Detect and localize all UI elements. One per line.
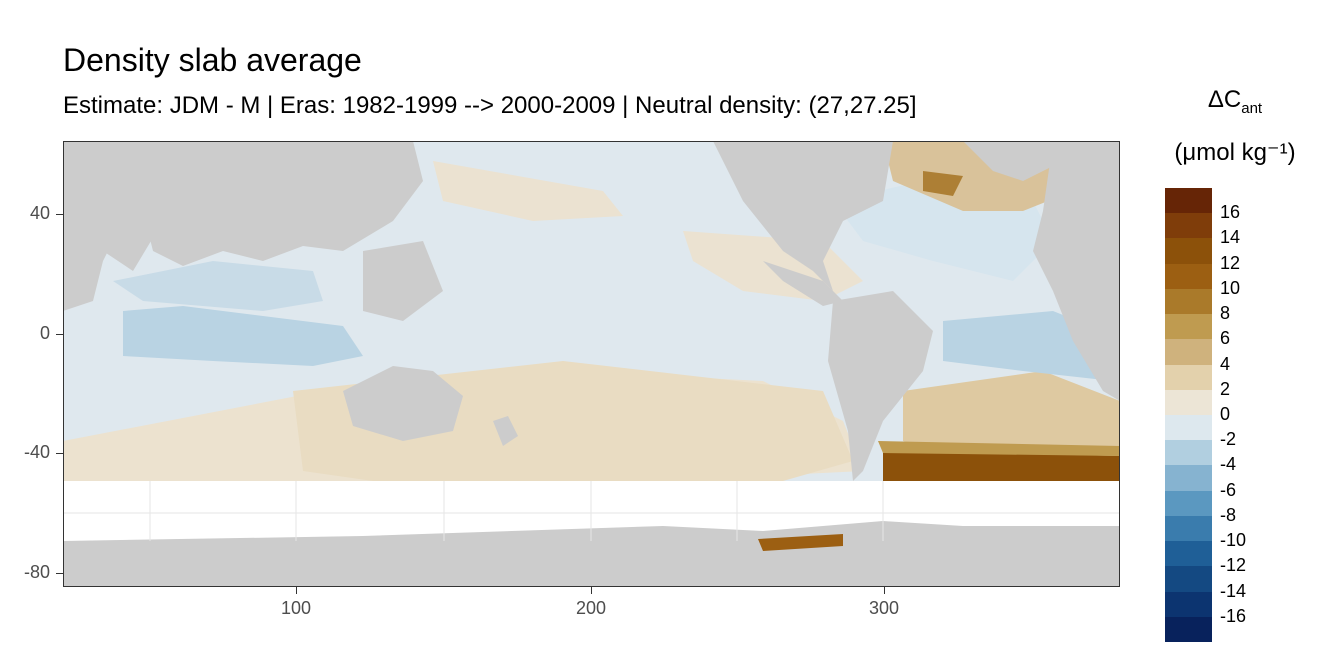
legend-label: -10	[1220, 530, 1247, 551]
asia-land	[143, 141, 423, 266]
legend-swatch	[1165, 566, 1212, 592]
legend-swatch	[1165, 238, 1212, 264]
y-tick-mark	[56, 573, 63, 574]
legend-swatch	[1165, 465, 1212, 491]
x-tick-mark	[591, 587, 592, 594]
legend-label: 10	[1220, 277, 1241, 298]
indian-blue-zone	[123, 306, 363, 366]
x-tick-mark	[884, 587, 885, 594]
central-america-land	[763, 261, 843, 306]
australia-land	[343, 366, 463, 441]
x-tick-label: 100	[280, 598, 312, 618]
legend-label: 14	[1220, 227, 1241, 248]
legend-label: -4	[1220, 454, 1237, 475]
legend-swatch	[1165, 515, 1212, 542]
southern-atlantic-brown-edge	[878, 441, 1120, 456]
y-tick-label: -80	[23, 562, 50, 582]
panel-border	[63, 141, 1120, 587]
legend-swatch	[1165, 414, 1212, 441]
legend-title-subscript: ant	[1241, 99, 1263, 117]
legend-title-line1: ΔCant	[1160, 86, 1310, 117]
legend-label: 12	[1220, 252, 1241, 273]
europe-africa-land	[1033, 141, 1120, 401]
north-america-land	[713, 141, 893, 291]
map-svg	[63, 141, 1120, 587]
legend-label: -16	[1220, 605, 1247, 626]
antarctica-land	[63, 521, 1120, 587]
plot-title: Density slab average	[63, 42, 362, 78]
y-tick-mark	[56, 453, 63, 454]
legend-title-line2: (μmol kg⁻¹)	[1174, 139, 1296, 166]
greenland-land	[963, 141, 1063, 181]
y-tick-mark	[56, 334, 63, 335]
plot-subtitle: Estimate: JDM - M | Eras: 1982-1999 --> …	[63, 92, 917, 119]
east-asia-islands	[363, 241, 443, 321]
y-tick-label: 40	[29, 203, 50, 223]
legend-label: -12	[1220, 555, 1247, 576]
x-tick-label: 200	[575, 598, 607, 618]
south-atlantic-beige	[903, 371, 1120, 461]
legend-swatch	[1165, 314, 1212, 340]
legend-label: 0	[1220, 404, 1231, 424]
legend-swatch	[1165, 339, 1212, 365]
south-america-land	[828, 291, 933, 481]
legend-swatch	[1165, 490, 1212, 516]
legend-label: -6	[1220, 479, 1237, 500]
x-tick-mark	[296, 587, 297, 594]
legend-label: -14	[1220, 580, 1247, 601]
legend-label: -2	[1220, 429, 1237, 450]
y-tick-label: 0	[39, 323, 50, 343]
legend-title-symbol: ΔC	[1207, 86, 1242, 113]
new-zealand-land	[493, 416, 518, 446]
legend-swatch	[1165, 213, 1212, 239]
map-panel	[63, 141, 1120, 587]
north-pacific-beige	[433, 161, 623, 221]
indian-light-blue	[113, 261, 323, 311]
legend-swatch	[1165, 541, 1212, 567]
southern-atlantic-brown-band	[883, 451, 1120, 486]
y-tick-label: -40	[23, 442, 50, 462]
legend-label: -8	[1220, 504, 1237, 525]
antarctic-brown-coast	[758, 534, 843, 551]
legend-swatch	[1165, 440, 1212, 466]
legend-label: 6	[1220, 328, 1231, 349]
legend-label: 2	[1220, 378, 1231, 399]
y-tick-mark	[56, 214, 63, 215]
legend-swatch	[1165, 288, 1212, 315]
legend-swatch	[1165, 188, 1212, 214]
legend-colorbar	[1165, 188, 1212, 642]
legend-swatch	[1165, 389, 1212, 415]
x-tick-label: 300	[868, 598, 900, 618]
legend-swatch	[1165, 616, 1212, 642]
india-land	[63, 171, 163, 271]
legend-swatch	[1165, 364, 1212, 390]
legend-label: 4	[1220, 353, 1231, 374]
legend-label: 16	[1220, 202, 1241, 223]
legend-label: 8	[1220, 303, 1231, 324]
north-atlantic-brown	[923, 171, 963, 196]
legend-swatch	[1165, 263, 1212, 289]
legend-swatch	[1165, 591, 1212, 617]
